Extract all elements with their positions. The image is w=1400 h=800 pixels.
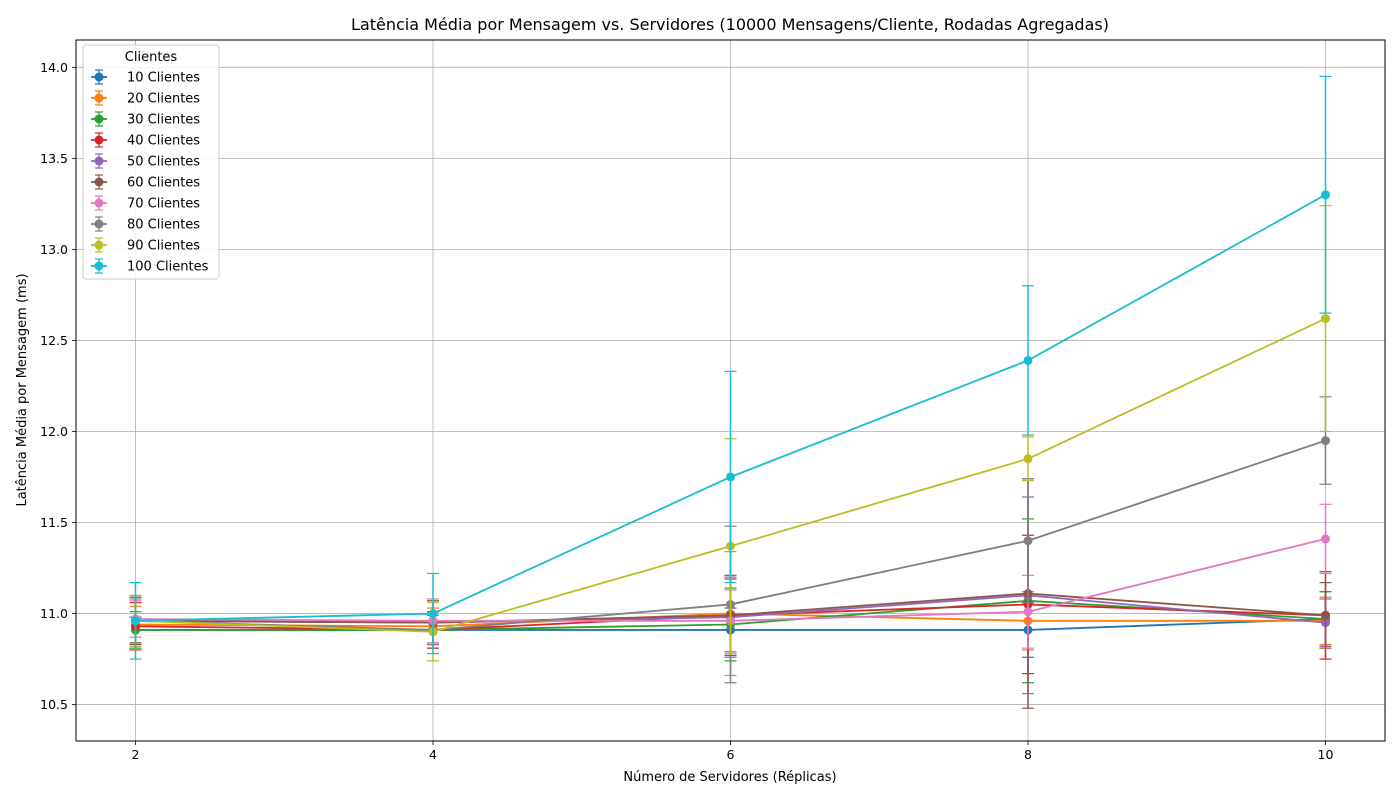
legend-label: 90 Clientes — [127, 239, 200, 254]
legend-title: Clientes — [125, 50, 178, 65]
legend-label: 70 Clientes — [127, 197, 200, 212]
legend-item: 50 Clientes — [91, 153, 200, 170]
legend-label: 100 Clientes — [127, 260, 209, 275]
legend-item: 70 Clientes — [91, 195, 200, 212]
legend-label: 20 Clientes — [127, 92, 200, 107]
legend-label: 10 Clientes — [127, 71, 200, 86]
y-axis-label: Latência Média por Mensagem (ms) — [15, 273, 30, 506]
data-point — [428, 609, 438, 619]
y-tick-label: 13.5 — [40, 151, 68, 166]
y-tick-label: 11.5 — [40, 515, 68, 530]
legend-item: 100 Clientes — [91, 258, 209, 275]
y-tick-label: 12.5 — [40, 333, 68, 348]
legend-frame — [82, 44, 220, 280]
series-100-clientes — [129, 75, 1332, 660]
legend-marker — [94, 156, 104, 166]
legend-marker — [94, 261, 104, 271]
legend-item: 40 Clientes — [91, 132, 200, 149]
legend-item: 10 Clientes — [91, 69, 200, 86]
legend-item: 90 Clientes — [91, 237, 200, 254]
x-tick-label: 4 — [429, 747, 437, 762]
data-point — [726, 472, 735, 482]
data-point — [1321, 534, 1330, 544]
data-point — [1321, 190, 1330, 200]
y-tick-label: 11.0 — [40, 606, 68, 621]
data-point — [1023, 454, 1033, 464]
legend-marker — [94, 135, 104, 145]
legend-marker — [94, 198, 104, 208]
legend-item: 20 Clientes — [91, 90, 200, 107]
y-tick-label: 14.0 — [40, 60, 68, 75]
x-tick-label: 6 — [727, 747, 735, 762]
legend: Clientes 10 Clientes 20 Clientes 30 Client… — [82, 44, 220, 280]
x-axis-label: Número de Servidores (Réplicas) — [623, 770, 836, 785]
legend-label: 30 Clientes — [127, 113, 200, 128]
series-group — [129, 75, 1332, 709]
x-tick-label: 10 — [1318, 747, 1334, 762]
y-tick-label: 13.0 — [40, 242, 68, 257]
legend-marker — [94, 114, 104, 124]
data-point — [131, 616, 140, 626]
data-point — [1321, 436, 1330, 446]
data-point — [1023, 536, 1033, 546]
data-point — [1023, 607, 1033, 617]
x-axis-ticks: 2 4 6 8 10 — [132, 741, 1334, 762]
legend-item: 30 Clientes — [91, 111, 200, 128]
y-tick-label: 12.0 — [40, 424, 68, 439]
legend-label: 60 Clientes — [127, 176, 200, 191]
chart-title: Latência Média por Mensagem vs. Servidor… — [351, 15, 1109, 34]
x-tick-label: 2 — [132, 747, 140, 762]
x-tick-label: 8 — [1024, 747, 1032, 762]
legend-label: 80 Clientes — [127, 218, 200, 233]
legend-marker — [94, 72, 104, 82]
data-point — [1321, 314, 1330, 324]
legend-items: 10 Clientes 20 Clientes 30 Clientes 40 Clie… — [91, 69, 209, 275]
legend-item: 80 Clientes — [91, 216, 200, 233]
legend-item: 60 Clientes — [91, 174, 200, 191]
legend-marker — [94, 240, 104, 250]
legend-marker — [94, 219, 104, 229]
legend-label: 40 Clientes — [127, 134, 200, 149]
y-axis-ticks: 10.5 11.0 11.5 12.0 12.5 13.0 13.5 14.0 — [40, 60, 76, 712]
y-tick-label: 10.5 — [40, 697, 68, 712]
legend-marker — [94, 177, 104, 187]
data-point — [1321, 610, 1330, 620]
legend-marker — [94, 93, 104, 103]
legend-label: 50 Clientes — [127, 155, 200, 170]
data-point — [1023, 355, 1033, 365]
